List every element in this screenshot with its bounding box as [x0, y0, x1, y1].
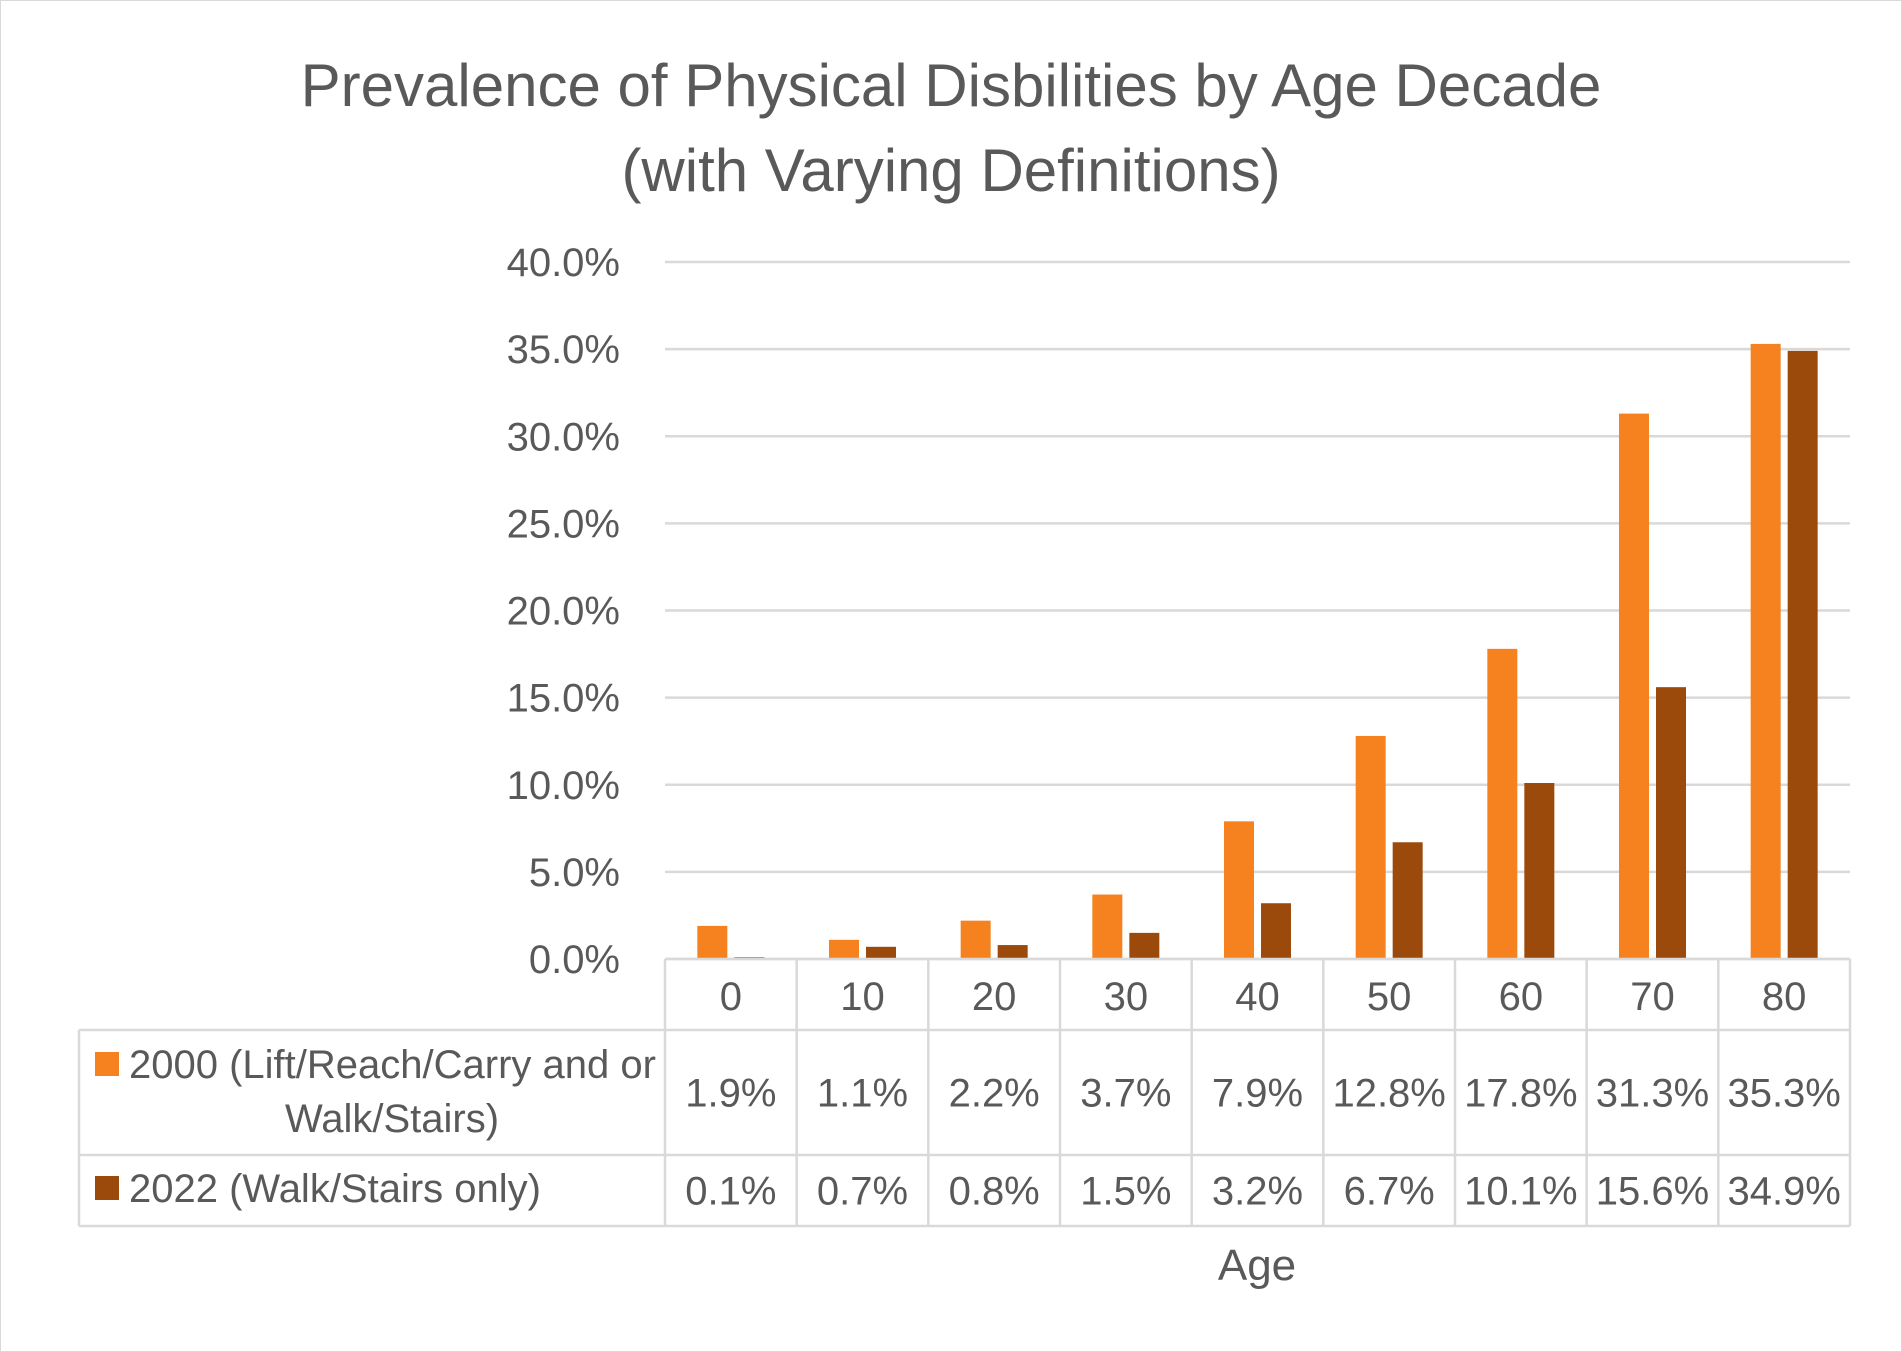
data-label: 3.7% — [1080, 1072, 1171, 1116]
bar-series1-0 — [697, 925, 728, 959]
data-label: 34.9% — [1727, 1170, 1840, 1214]
data-label: 1.9% — [685, 1072, 776, 1116]
bar-series2-40 — [1261, 903, 1291, 959]
bar-series2-50 — [1392, 842, 1423, 959]
data-label: 0.7% — [817, 1170, 908, 1214]
y-tick-label: 15.0% — [507, 677, 620, 721]
bar-series1-70 — [1619, 413, 1649, 959]
x-tick-label: 70 — [1630, 975, 1675, 1019]
legend-label: 2022 (Walk/Stairs only) — [129, 1167, 541, 1211]
x-tick-label: 50 — [1367, 975, 1412, 1019]
legend-label: 2000 (Lift/Reach/Carry and or — [129, 1043, 656, 1087]
legend-swatch — [95, 1052, 119, 1076]
bar-series2-30 — [1129, 932, 1160, 959]
bar-series1-60 — [1487, 648, 1518, 959]
legend-label: Walk/Stairs) — [285, 1097, 499, 1141]
data-label: 0.1% — [685, 1170, 776, 1214]
x-tick-label: 0 — [720, 975, 742, 1019]
data-label: 15.6% — [1596, 1170, 1709, 1214]
chart-title-line2: (with Varying Definitions) — [621, 137, 1281, 204]
bar-series1-20 — [960, 920, 991, 959]
y-tick-label: 25.0% — [507, 502, 620, 546]
x-tick-label: 40 — [1235, 975, 1280, 1019]
bar-series2-80 — [1787, 350, 1818, 959]
chart-title-line1: Prevalence of Physical Disbilities by Ag… — [300, 52, 1602, 119]
data-label: 12.8% — [1332, 1072, 1445, 1116]
legend-swatch — [95, 1176, 119, 1200]
x-tick-label: 10 — [840, 975, 885, 1019]
data-label: 2.2% — [949, 1072, 1040, 1116]
y-tick-label: 5.0% — [529, 851, 620, 895]
x-tick-label: 80 — [1762, 975, 1807, 1019]
data-label: 17.8% — [1464, 1072, 1577, 1116]
bar-series2-10 — [866, 946, 896, 959]
y-tick-label: 20.0% — [507, 590, 620, 634]
data-table: 0 10 20 30 40 50 60 70 80 1.9% 1.1% 2.2% 3.7% 7.9% 12.… — [77, 957, 1852, 1228]
y-tick-label: 35.0% — [507, 328, 620, 372]
bar-series1-80 — [1750, 343, 1781, 960]
bar-series1-10 — [829, 939, 859, 959]
y-tick-label: 30.0% — [507, 415, 620, 459]
bar-series2-70 — [1656, 687, 1686, 959]
data-label: 10.1% — [1464, 1170, 1577, 1214]
bar-series2-60 — [1524, 783, 1555, 959]
data-label: 31.3% — [1596, 1072, 1709, 1116]
data-label: 0.8% — [949, 1170, 1040, 1214]
data-label: 1.5% — [1080, 1170, 1171, 1214]
bar-series1-40 — [1224, 821, 1254, 959]
bars — [697, 343, 1818, 960]
bar-series2-20 — [997, 945, 1028, 959]
x-axis-title: Age — [1218, 1241, 1296, 1290]
y-axis-ticks: 0.0% 5.0% 10.0% 15.0% 20.0% 25.0% 30.0% 35.0% 40… — [507, 241, 620, 982]
x-tick-label: 20 — [972, 975, 1017, 1019]
y-tick-label: 40.0% — [507, 241, 620, 285]
y-tick-label: 0.0% — [529, 938, 620, 982]
x-tick-label: 60 — [1499, 975, 1544, 1019]
y-tick-label: 10.0% — [507, 764, 620, 808]
data-label: 7.9% — [1212, 1072, 1303, 1116]
data-label: 35.3% — [1727, 1072, 1840, 1116]
x-tick-label: 30 — [1104, 975, 1149, 1019]
bar-series1-30 — [1092, 894, 1123, 959]
data-label: 3.2% — [1212, 1170, 1303, 1214]
bar-series1-50 — [1355, 735, 1386, 959]
data-label: 6.7% — [1344, 1170, 1435, 1214]
data-label: 1.1% — [817, 1072, 908, 1116]
